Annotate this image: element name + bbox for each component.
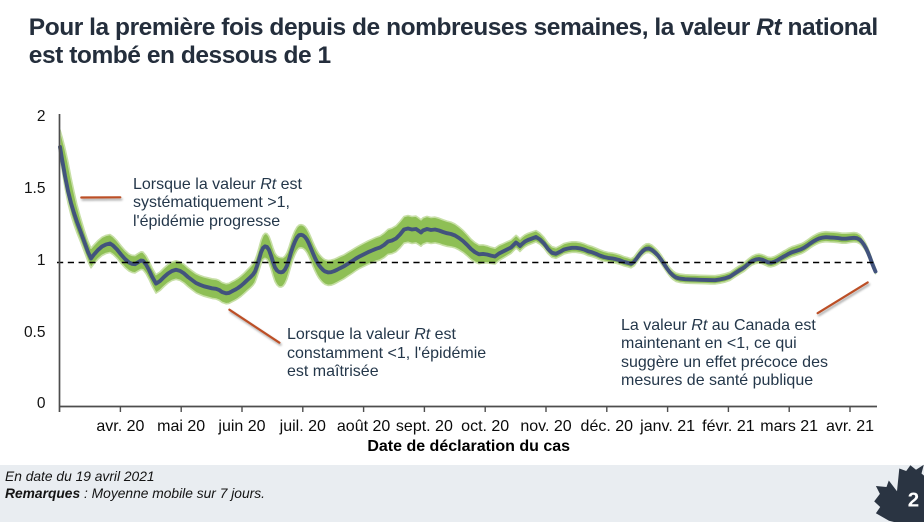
svg-text:2: 2 <box>908 488 919 511</box>
